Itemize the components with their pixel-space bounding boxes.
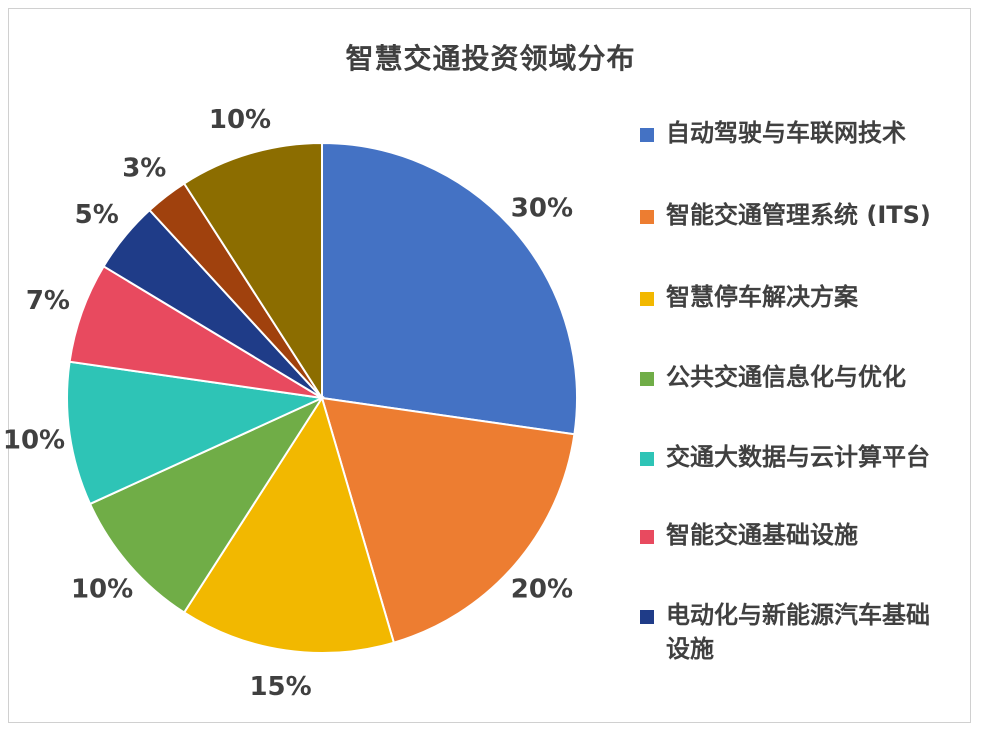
legend-label: 交通大数据与云计算平台 — [666, 443, 930, 471]
legend-label: 电动化与新能源汽车基础设施 — [666, 601, 930, 663]
pie-slice-1 — [321, 141, 578, 436]
legend-swatch — [640, 210, 654, 224]
pie-slices — [66, 141, 578, 654]
pie-slice-3 — [182, 395, 396, 654]
pie-value-label-5: 10% — [3, 425, 65, 455]
legend-label: 智慧停车解决方案 — [666, 283, 858, 311]
legend-swatch — [640, 610, 654, 624]
legend-swatch — [640, 530, 654, 544]
pie-slice-4 — [88, 395, 325, 614]
legend-swatch — [640, 128, 654, 142]
legend-label: 智能交通基础设施 — [666, 521, 858, 549]
legend-item-2: 智能交通管理系统 (ITS) — [640, 198, 960, 280]
pie-value-label-7: 5% — [75, 200, 119, 230]
pie-slice-9 — [182, 141, 323, 402]
pie-value-label-9: 10% — [209, 105, 271, 135]
pie-value-label-1: 30% — [511, 193, 573, 223]
chart-title: 智慧交通投资领域分布 — [345, 42, 636, 75]
legend-item-5: 交通大数据与云计算平台 — [640, 440, 960, 518]
legend-item-7: 电动化与新能源汽车基础设施 — [640, 598, 960, 666]
legend-item-1: 自动驾驶与车联网技术 — [640, 116, 960, 198]
legend-item-3: 智慧停车解决方案 — [640, 280, 960, 360]
pie-value-label-2: 20% — [511, 575, 573, 605]
pie-slice-2 — [320, 396, 576, 644]
legend-swatch — [640, 372, 654, 386]
pie-slice-5 — [66, 360, 326, 506]
legend-swatch — [640, 292, 654, 306]
legend-label: 智能交通管理系统 (ITS) — [666, 201, 931, 229]
pie-value-label-8: 3% — [122, 154, 166, 184]
legend-swatch — [640, 452, 654, 466]
pie-value-label-6: 7% — [26, 286, 70, 316]
legend-item-6: 智能交通基础设施 — [640, 518, 960, 598]
pie-value-label-4: 10% — [71, 575, 133, 605]
pie-labels: 30% 20% 15% 10% 10% 7% 5%3% 10% — [3, 105, 573, 702]
legend-label: 公共交通信息化与优化 — [666, 363, 906, 391]
legend: 自动驾驶与车联网技术 智能交通管理系统 (ITS) 智慧停车解决方案 公共交通信… — [640, 116, 960, 666]
legend-label: 自动驾驶与车联网技术 — [666, 119, 906, 147]
pie-value-label-3: 15% — [249, 672, 311, 702]
legend-item-4: 公共交通信息化与优化 — [640, 360, 960, 440]
